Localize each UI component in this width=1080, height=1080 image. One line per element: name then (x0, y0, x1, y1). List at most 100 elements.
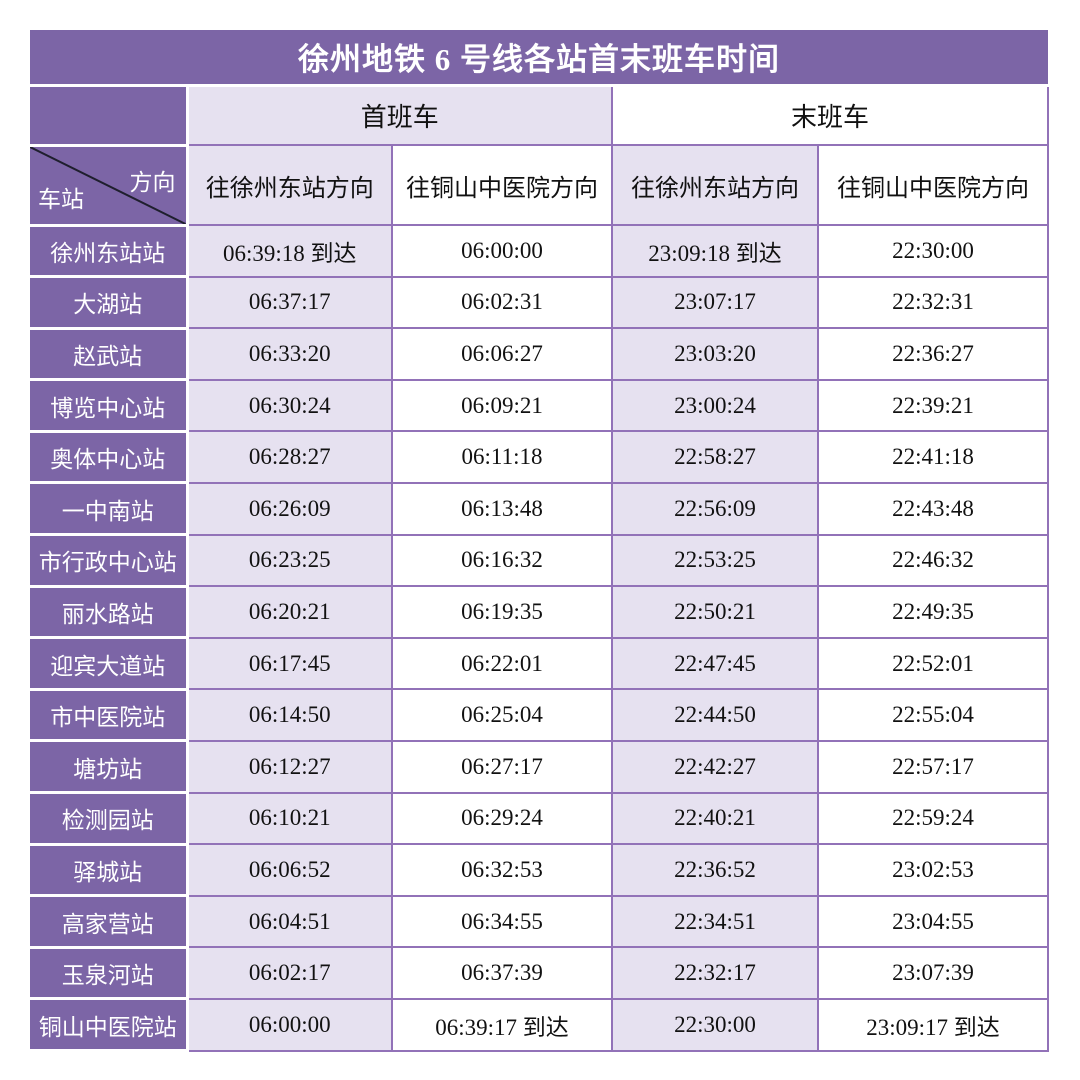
station-name: 市中医院站 (30, 689, 189, 743)
station-name: 丽水路站 (30, 586, 189, 640)
first-train-east-time: 06:37:17 (187, 276, 393, 330)
table-row: 赵武站 06:33:20 06:06:27 23:03:20 22:36:27 (30, 328, 1050, 382)
last-train-hospital-time: 23:04:55 (818, 895, 1050, 949)
station-name: 铜山中医院站 (30, 998, 189, 1052)
last-train-east-time: 22:53:25 (612, 534, 819, 588)
last-train-hospital-time: 22:57:17 (818, 740, 1050, 794)
table-title: 徐州地铁 6 号线各站首末班车时间 (30, 30, 1049, 87)
station-name: 徐州东站站 (30, 225, 189, 279)
table-row: 丽水路站 06:20:21 06:19:35 22:50:21 22:49:35 (30, 586, 1050, 640)
last-train-hospital-time: 22:41:18 (818, 431, 1050, 484)
first-train-east-time: 06:26:09 (187, 482, 393, 536)
last-train-east-time: 23:07:17 (612, 276, 819, 330)
table-row: 铜山中医院站 06:00:00 06:39:17 到达 22:30:00 23:… (30, 998, 1050, 1052)
timetable-sheet: 徐州地铁 6 号线各站首末班车时间 首班车 末班车 方向 车站 往徐州东站方向 … (30, 30, 1050, 1052)
first-train-hospital-time: 06:06:27 (392, 328, 613, 381)
last-train-east-time: 22:42:27 (612, 740, 819, 794)
last-train-hospital-time: 22:52:01 (818, 637, 1050, 691)
station-name: 驿城站 (30, 844, 189, 898)
first-train-hospital-time: 06:13:48 (392, 482, 613, 536)
first-train-hospital-time: 06:09:21 (392, 379, 613, 433)
corner-direction-label: 方向 (129, 169, 176, 195)
last-train-east-time: 22:56:09 (612, 482, 819, 536)
first-train-east-time: 06:30:24 (187, 379, 393, 433)
last-train-east-time: 22:40:21 (612, 792, 819, 846)
last-train-hospital-time: 23:09:17 到达 (818, 998, 1050, 1052)
last-train-east-time: 22:34:51 (612, 895, 819, 949)
last-train-hospital-time: 23:02:53 (818, 844, 1050, 897)
last-train-east-time: 23:03:20 (612, 328, 819, 381)
first-train-hospital-time: 06:11:18 (392, 431, 613, 484)
table-row: 奥体中心站 06:28:27 06:11:18 22:58:27 22:41:1… (30, 431, 1050, 485)
table-row: 驿城站 06:06:52 06:32:53 22:36:52 23:02:53 (30, 844, 1050, 898)
last-train-hospital-time: 22:59:24 (818, 792, 1050, 846)
last-train-east-time: 23:00:24 (612, 379, 819, 433)
first-train-east-time: 06:02:17 (187, 947, 393, 1000)
last-train-header: 末班车 (612, 85, 1050, 146)
table-row: 市中医院站 06:14:50 06:25:04 22:44:50 22:55:0… (30, 689, 1050, 743)
last-train-hospital-time: 22:30:00 (818, 225, 1050, 278)
last-train-east-time: 22:32:17 (612, 947, 819, 1000)
first-train-hospital-time: 06:32:53 (392, 844, 613, 897)
table-row: 一中南站 06:26:09 06:13:48 22:56:09 22:43:48 (30, 482, 1050, 537)
direction-header-first-hospital: 往铜山中医院方向 (392, 145, 613, 226)
table-row: 徐州东站站 06:39:18 到达 06:00:00 23:09:18 到达 2… (30, 225, 1050, 279)
empty-header-cell (30, 85, 189, 147)
first-train-east-time: 06:00:00 (187, 998, 393, 1052)
direction-header-first-east: 往徐州东站方向 (187, 145, 393, 226)
first-train-hospital-time: 06:27:17 (392, 740, 613, 794)
last-train-east-time: 22:30:00 (612, 998, 819, 1052)
last-train-east-time: 22:44:50 (612, 689, 819, 742)
last-train-east-time: 23:09:18 到达 (612, 225, 819, 278)
first-train-hospital-time: 06:39:17 到达 (392, 998, 613, 1052)
station-name: 奥体中心站 (30, 431, 189, 485)
table-row: 大湖站 06:37:17 06:02:31 23:07:17 22:32:31 (30, 276, 1050, 330)
corner-cell: 方向 车站 (30, 145, 189, 227)
table-row: 博览中心站 06:30:24 06:09:21 23:00:24 22:39:2… (30, 379, 1050, 433)
last-train-east-time: 22:50:21 (612, 586, 819, 639)
table-row: 检测园站 06:10:21 06:29:24 22:40:21 22:59:24 (30, 792, 1050, 846)
table-row: 市行政中心站 06:23:25 06:16:32 22:53:25 22:46:… (30, 534, 1050, 588)
station-name: 检测园站 (30, 792, 189, 846)
first-train-hospital-time: 06:25:04 (392, 689, 613, 742)
last-train-east-time: 22:47:45 (612, 637, 819, 691)
station-name: 迎宾大道站 (30, 637, 189, 691)
last-train-east-time: 22:36:52 (612, 844, 819, 897)
table-row: 玉泉河站 06:02:17 06:37:39 22:32:17 23:07:39 (30, 947, 1050, 1001)
last-train-hospital-time: 22:43:48 (818, 482, 1050, 536)
first-train-hospital-time: 06:34:55 (392, 895, 613, 949)
last-train-hospital-time: 22:49:35 (818, 586, 1050, 639)
station-name: 玉泉河站 (30, 947, 189, 1001)
group-header-row: 首班车 末班车 (30, 85, 1050, 147)
first-train-east-time: 06:14:50 (187, 689, 393, 742)
first-train-east-time: 06:33:20 (187, 328, 393, 381)
first-train-east-time: 06:23:25 (187, 534, 393, 588)
station-name: 一中南站 (30, 482, 189, 537)
first-train-east-time: 06:17:45 (187, 637, 393, 691)
direction-header-last-hospital: 往铜山中医院方向 (818, 145, 1050, 226)
last-train-hospital-time: 22:55:04 (818, 689, 1050, 742)
last-train-east-time: 22:58:27 (612, 431, 819, 484)
last-train-hospital-time: 22:39:21 (818, 379, 1050, 433)
first-train-east-time: 06:10:21 (187, 792, 393, 846)
last-train-hospital-time: 22:36:27 (818, 328, 1050, 381)
direction-header-row: 方向 车站 往徐州东站方向 往铜山中医院方向 往徐州东站方向 往铜山中医院方向 (30, 145, 1050, 227)
last-train-hospital-time: 22:32:31 (818, 276, 1050, 330)
first-train-east-time: 06:39:18 到达 (187, 225, 393, 278)
station-name: 塘坊站 (30, 740, 189, 795)
title-row: 徐州地铁 6 号线各站首末班车时间 (30, 30, 1049, 87)
first-last-train-table: 徐州地铁 6 号线各站首末班车时间 首班车 末班车 方向 车站 往徐州东站方向 … (30, 30, 1050, 1052)
last-train-hospital-time: 22:46:32 (818, 534, 1050, 588)
first-train-east-time: 06:28:27 (187, 431, 393, 484)
station-name: 高家营站 (30, 895, 189, 949)
first-train-east-time: 06:12:27 (187, 740, 393, 794)
station-name: 博览中心站 (30, 379, 189, 433)
first-train-hospital-time: 06:29:24 (392, 792, 613, 846)
first-train-east-time: 06:04:51 (187, 895, 393, 949)
first-train-hospital-time: 06:37:39 (392, 947, 613, 1000)
table-row: 迎宾大道站 06:17:45 06:22:01 22:47:45 22:52:0… (30, 637, 1050, 691)
corner-station-label: 车站 (38, 186, 84, 212)
corner-diagonal-line (30, 147, 186, 224)
first-train-header: 首班车 (187, 85, 613, 146)
direction-header-last-east: 往徐州东站方向 (612, 145, 819, 226)
